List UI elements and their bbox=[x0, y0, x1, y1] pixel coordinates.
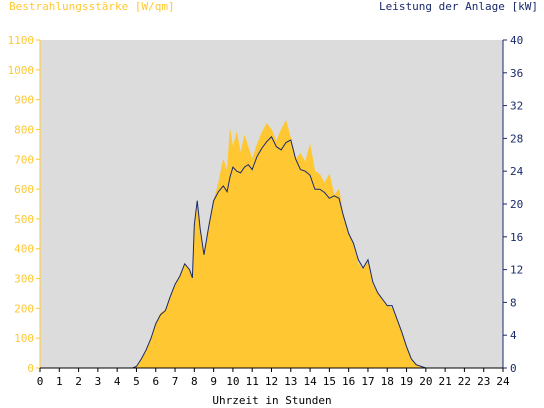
left-y-tick-label: 800 bbox=[14, 123, 34, 136]
x-tick-label: 2 bbox=[75, 375, 82, 388]
left-y-tick-label: 0 bbox=[27, 362, 34, 375]
left-y-tick-label: 600 bbox=[14, 183, 34, 196]
left-y-tick-label: 500 bbox=[14, 213, 34, 226]
x-tick-label: 22 bbox=[458, 375, 471, 388]
x-tick-label: 10 bbox=[226, 375, 239, 388]
left-y-tick-label: 700 bbox=[14, 153, 34, 166]
left-y-tick-label: 100 bbox=[14, 332, 34, 345]
x-tick-label: 18 bbox=[381, 375, 394, 388]
x-tick-label: 8 bbox=[191, 375, 198, 388]
x-tick-label: 24 bbox=[496, 375, 510, 388]
left-y-tick-label: 900 bbox=[14, 94, 34, 107]
left-y-tick-label: 200 bbox=[14, 302, 34, 315]
x-tick-label: 5 bbox=[133, 375, 140, 388]
left-axis-title: Bestrahlungsstärke [W/qm] bbox=[9, 0, 175, 13]
x-tick-label: 7 bbox=[172, 375, 179, 388]
x-tick-label: 13 bbox=[284, 375, 297, 388]
x-tick-label: 21 bbox=[439, 375, 452, 388]
x-axis-title: Uhrzeit in Stunden bbox=[212, 394, 332, 407]
right-y-tick-label: 36 bbox=[510, 67, 523, 80]
right-y-tick-label: 28 bbox=[510, 132, 523, 145]
right-y-tick-label: 32 bbox=[510, 100, 523, 113]
x-tick-label: 16 bbox=[342, 375, 355, 388]
x-tick-label: 15 bbox=[323, 375, 336, 388]
left-y-tick-label: 1100 bbox=[8, 34, 35, 47]
right-y-tick-label: 20 bbox=[510, 198, 523, 211]
x-tick-label: 12 bbox=[265, 375, 278, 388]
left-y-tick-label: 400 bbox=[14, 243, 34, 256]
right-axis-title: Leistung der Anlage [kW] bbox=[379, 0, 538, 13]
right-y-tick-label: 12 bbox=[510, 264, 523, 277]
x-tick-label: 20 bbox=[419, 375, 432, 388]
x-tick-label: 14 bbox=[303, 375, 317, 388]
left-y-tick-label: 1000 bbox=[8, 64, 35, 77]
x-tick-label: 1 bbox=[56, 375, 63, 388]
right-y-tick-label: 24 bbox=[510, 165, 524, 178]
x-tick-label: 11 bbox=[246, 375, 259, 388]
series-power-line bbox=[40, 135, 503, 369]
x-tick-label: 4 bbox=[114, 375, 121, 388]
right-y-tick-label: 8 bbox=[510, 296, 517, 309]
right-y-tick-label: 40 bbox=[510, 34, 523, 47]
x-tick-label: 19 bbox=[400, 375, 413, 388]
x-tick-label: 6 bbox=[152, 375, 159, 388]
right-y-tick-label: 16 bbox=[510, 231, 523, 244]
right-y-tick-label: 4 bbox=[510, 329, 517, 342]
x-tick-label: 23 bbox=[477, 375, 490, 388]
x-tick-label: 0 bbox=[37, 375, 44, 388]
right-y-tick-label: 0 bbox=[510, 362, 517, 375]
x-tick-label: 9 bbox=[210, 375, 217, 388]
x-tick-label: 17 bbox=[361, 375, 374, 388]
x-tick-label: 3 bbox=[95, 375, 102, 388]
left-y-tick-label: 300 bbox=[14, 273, 34, 286]
